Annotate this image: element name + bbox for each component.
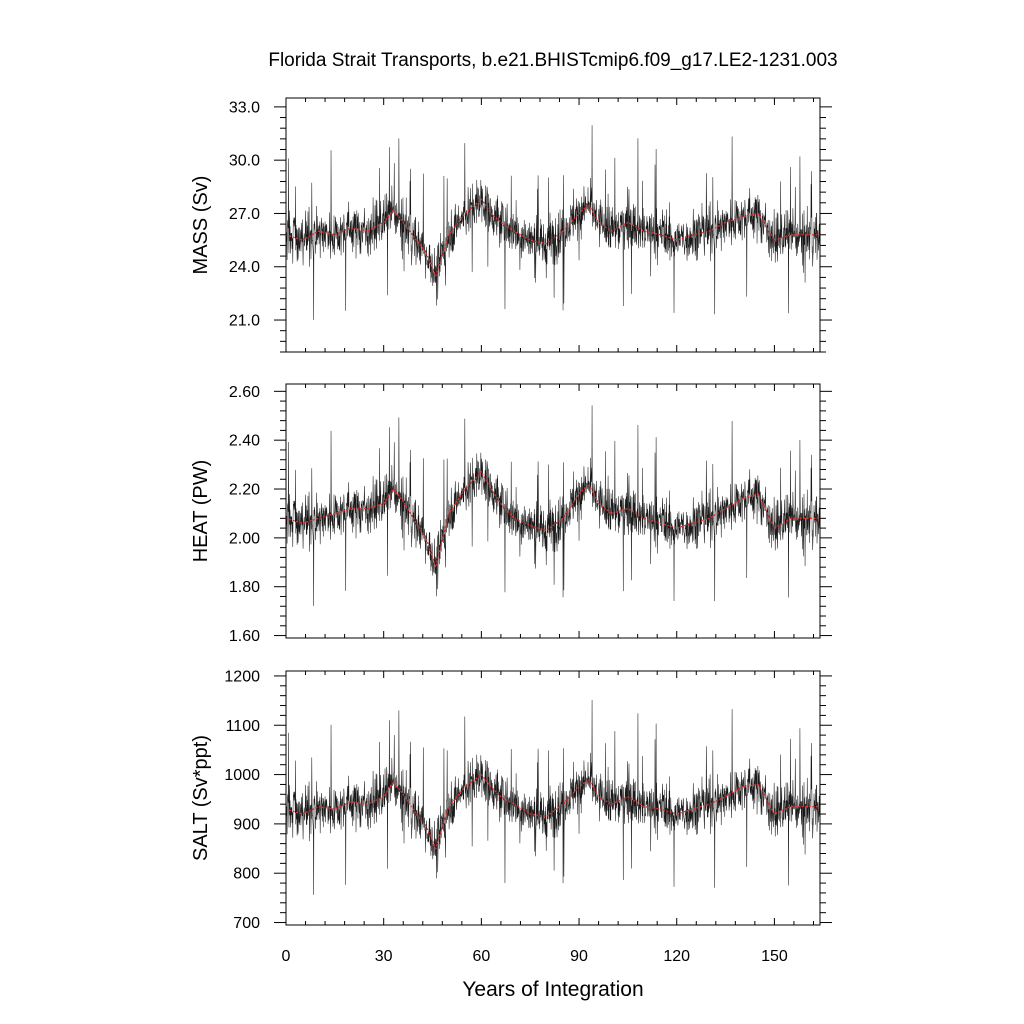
y-tick-label: 1000 — [224, 767, 260, 784]
plot-frame — [285, 97, 821, 353]
annual-mean-series-line — [286, 198, 820, 278]
y-tick-label: 800 — [233, 866, 260, 883]
monthly-series-line — [286, 699, 820, 895]
y-tick-label: 1200 — [224, 668, 260, 685]
panel-3: 700 800 900 1000 1100 1200 SALT (Sv*ppt) 0 30 60 9… — [190, 668, 832, 965]
y-tick-label: 2.00 — [229, 530, 260, 547]
y-tick-label: 2.20 — [229, 482, 260, 499]
y-tick-label: 700 — [233, 915, 260, 932]
x-tick-label: 150 — [761, 948, 788, 965]
y-tick-label: 24.0 — [229, 259, 260, 276]
monthly-series-line — [286, 405, 820, 606]
y-axis-label: SALT (Sv*ppt) — [190, 735, 212, 861]
y-tick-label: 30.0 — [229, 153, 260, 170]
y-tick-label: 2.60 — [229, 384, 260, 401]
x-tick-label: 60 — [472, 948, 490, 965]
plot-frame — [285, 383, 821, 639]
panel-2: 1.60 1.80 2.00 2.20 2.40 2.60 HEAT (PW) — [190, 383, 832, 645]
y-tick-label: 2.40 — [229, 433, 260, 450]
plot-frame — [285, 670, 821, 926]
x-tick-label: 120 — [663, 948, 690, 965]
x-tick-label: 90 — [570, 948, 588, 965]
x-axis-label: Years of Integration — [462, 978, 643, 1001]
monthly-series-line — [286, 125, 820, 320]
x-tick-label: 0 — [282, 948, 291, 965]
chart-title: Florida Strait Transports, b.e21.BHISTcm… — [268, 50, 837, 71]
y-tick-label: 1.80 — [229, 579, 260, 596]
y-tick-label: 1100 — [226, 718, 261, 735]
y-tick-label: 21.0 — [229, 313, 260, 330]
y-tick-label: 1.60 — [229, 628, 260, 645]
annual-mean-series-line — [286, 470, 820, 570]
y-tick-label: 33.0 — [229, 99, 260, 116]
y-tick-label: 27.0 — [229, 206, 260, 223]
y-tick-label: 900 — [233, 816, 260, 833]
x-tick-label: 30 — [375, 948, 393, 965]
y-axis-label: HEAT (PW) — [190, 460, 212, 563]
y-axis-label: MASS (Sv) — [190, 176, 212, 275]
panel-1: 21.0 24.0 27.0 30.0 33.0 MASS (Sv) — [190, 97, 832, 353]
annual-mean-series-line — [286, 773, 820, 851]
